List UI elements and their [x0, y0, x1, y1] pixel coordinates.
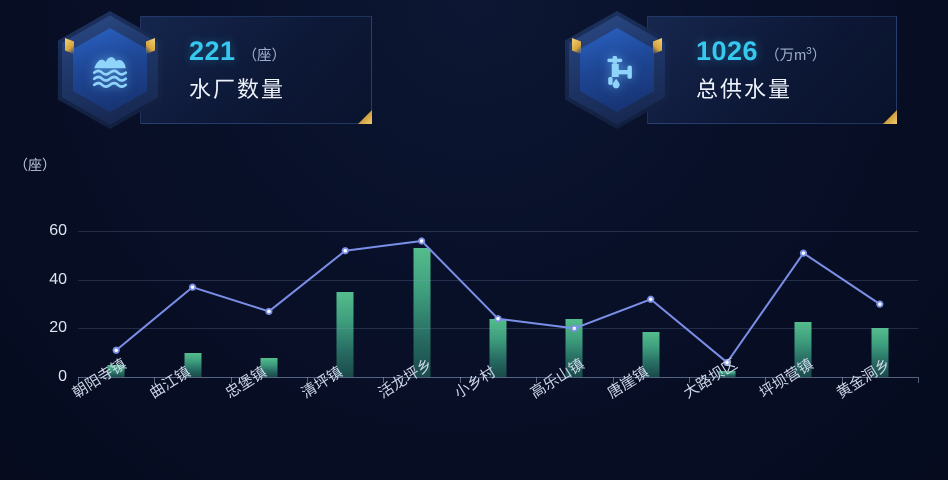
- line-point[interactable]: [419, 239, 424, 243]
- x-axis-tick: [154, 377, 156, 383]
- kpi-value: 221: [189, 36, 236, 66]
- x-axis-line: [78, 377, 918, 378]
- bar[interactable]: [336, 292, 354, 377]
- chart-plot-area: 0 20 40 60: [49, 207, 919, 385]
- x-axis-tick: [459, 377, 461, 383]
- bar[interactable]: [107, 364, 125, 377]
- y-axis-tick-label: 20: [49, 319, 67, 337]
- y-axis-tick-label: 60: [49, 222, 67, 240]
- kpi-row: 221 （座） 水厂数量: [0, 0, 948, 140]
- bar[interactable]: [565, 318, 583, 377]
- gold-corner-right: [653, 38, 662, 54]
- line-point[interactable]: [190, 285, 195, 289]
- kpi-unit: （座）: [242, 48, 287, 64]
- line-point[interactable]: [343, 249, 347, 253]
- line-point[interactable]: [114, 348, 118, 352]
- x-axis-tick: [383, 377, 385, 383]
- x-axis-tick: [918, 377, 919, 383]
- x-axis-tick: [688, 377, 690, 383]
- line-point[interactable]: [267, 309, 271, 314]
- line-point[interactable]: [496, 317, 500, 321]
- line-point[interactable]: [878, 302, 882, 306]
- grid-line: [78, 279, 918, 281]
- y-axis-tick-label: 40: [49, 270, 67, 288]
- kpi-value-row: 221 （座）: [189, 36, 371, 67]
- kpi-value-row: 1026 （万m3）: [696, 36, 896, 67]
- line-point[interactable]: [572, 326, 577, 331]
- grid-line: [78, 231, 918, 233]
- kpi-value: 1026: [696, 36, 759, 66]
- kpi-unit: （万m3）: [765, 46, 827, 64]
- grid-line: [78, 328, 918, 330]
- water-plant-icon: [89, 49, 131, 91]
- x-axis-tick: [230, 377, 232, 383]
- bar[interactable]: [794, 322, 812, 377]
- bar[interactable]: [642, 332, 660, 377]
- bar[interactable]: [260, 357, 278, 377]
- kpi-card-water-plants[interactable]: 221 （座） 水厂数量: [58, 8, 372, 132]
- line-point[interactable]: [649, 297, 653, 301]
- gold-corner-left: [65, 38, 74, 54]
- kpi-hex-badge: [58, 10, 162, 130]
- kpi-panel: 1026 （万m3） 总供水量: [647, 16, 897, 124]
- trend-line: [115, 240, 881, 364]
- x-axis-tick: [536, 377, 538, 383]
- gold-corner-right: [146, 38, 155, 54]
- x-axis-labels: 朝阳寺镇 曲江镇 忠堡镇 清坪镇 活龙坪乡 小乡村 高乐山镇 唐崖镇 大路坝区 坪坝营镇 黄金洞乡: [70, 356, 918, 480]
- x-axis-tick: [841, 377, 843, 383]
- kpi-label: 水厂数量: [189, 77, 286, 102]
- bar[interactable]: [489, 318, 507, 377]
- kpi-card-total-supply[interactable]: 1026 （万m3） 总供水量: [565, 8, 897, 132]
- bar[interactable]: [184, 352, 202, 377]
- line-series: [112, 237, 884, 367]
- line-point[interactable]: [725, 360, 729, 365]
- bar[interactable]: [871, 328, 889, 377]
- kpi-label: 总供水量: [696, 77, 793, 102]
- y-axis-unit-label: （座）: [14, 157, 56, 173]
- x-axis-tick: [78, 377, 79, 383]
- faucet-icon: [596, 49, 638, 91]
- line-point[interactable]: [801, 251, 806, 255]
- y-axis-tick-label: 0: [58, 368, 67, 385]
- x-axis-tick: [612, 377, 614, 383]
- kpi-hex-badge: [565, 10, 669, 130]
- kpi-panel: 221 （座） 水厂数量: [140, 16, 372, 124]
- gold-corner-left: [572, 38, 581, 54]
- x-axis-tick: [307, 377, 309, 383]
- x-axis-tick: [765, 377, 767, 383]
- bar-series: [78, 207, 918, 377]
- bar[interactable]: [413, 248, 431, 377]
- bar[interactable]: [718, 370, 736, 377]
- water-plant-chart: （座） 0 20 40 60 朝阳寺镇 曲江镇 忠堡镇 清坪镇 活龙坪乡 小乡村 高乐山镇 唐崖镇大…: [0, 140, 948, 480]
